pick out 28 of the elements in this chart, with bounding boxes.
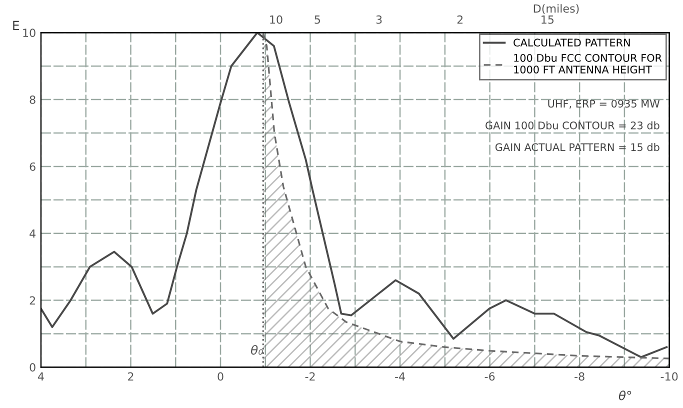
text: 3 <box>376 15 382 24</box>
x-tick-label: -2 <box>305 372 315 381</box>
text: 15 <box>542 16 554 24</box>
x-tick-label: 2 <box>128 372 134 381</box>
x-tick-label: 4 <box>38 372 44 381</box>
x-tick-label: -6 <box>484 372 495 381</box>
annotation: GAIN ACTUAL PATTERN = 15 db <box>495 143 660 152</box>
text: 5 <box>314 16 320 24</box>
x2-axis-title: D(miles) <box>534 4 579 14</box>
x-axis-title: θ° <box>618 390 632 400</box>
x-tick-label: -10 <box>660 372 678 381</box>
annotation: GAIN 100 Dbu CONTOUR = 23 db <box>486 121 660 130</box>
x-tick-label: -4 <box>395 372 405 381</box>
y-tick-label: 6 <box>30 162 36 171</box>
text: 10 <box>270 15 282 24</box>
legend-label: CALCULATED PATTERN <box>514 38 630 47</box>
legend-label: 100 Dbu FCC CONTOUR FOR 1000 FT ANTENNA HEIGHT <box>514 54 662 74</box>
x-tick-label: -8 <box>574 372 584 381</box>
y-tick-label: 10 <box>23 28 36 38</box>
y-tick-label: 0 <box>30 363 36 372</box>
y-tick-label: 4 <box>30 229 36 238</box>
y-axis-title: E <box>13 20 19 30</box>
y-tick-label: 8 <box>30 96 36 104</box>
text: 2 <box>457 15 463 24</box>
y-tick-label: 2 <box>30 296 36 305</box>
annotation: UHF, ERP = 0935 MW <box>548 100 660 109</box>
x-tick-label: 0 <box>218 372 224 381</box>
ref-line-label: θ₀ <box>250 344 263 355</box>
